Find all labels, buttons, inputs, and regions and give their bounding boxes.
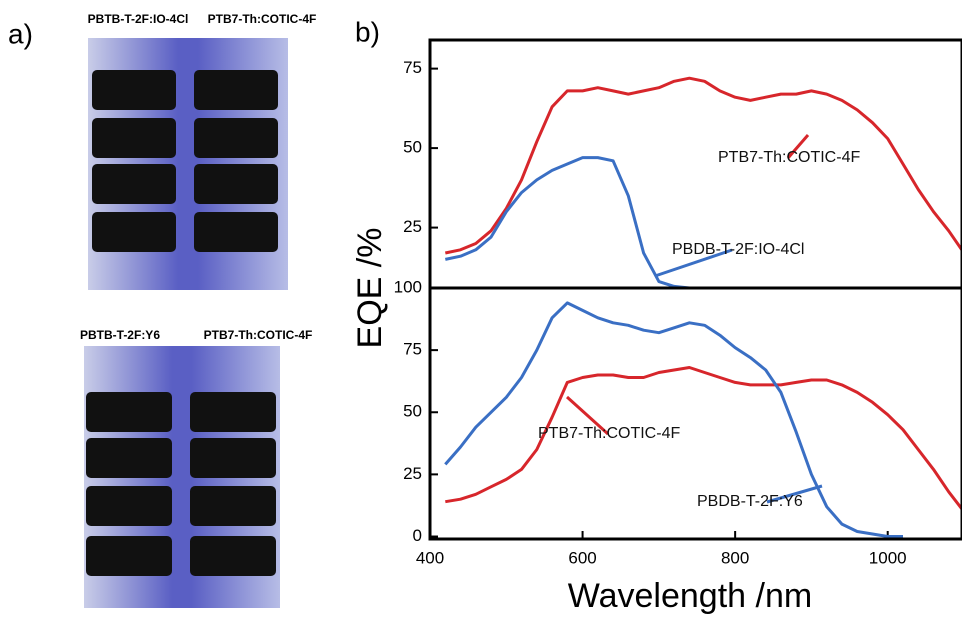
- photo-label: PBTB-T-2F:Y6: [80, 328, 160, 342]
- series-annotation: PBDB-T-2F:Y6: [697, 493, 803, 510]
- y-tick-label: 75: [403, 58, 422, 77]
- series-line: [445, 366, 962, 512]
- x-tick-label: 1000: [869, 548, 907, 567]
- x-tick-label: 800: [721, 548, 749, 567]
- leader-line: [654, 248, 733, 278]
- panel-label: b): [355, 16, 380, 47]
- series-line: [444, 76, 962, 255]
- x-tick-label: 600: [568, 548, 596, 567]
- y-tick-label: 50: [403, 138, 422, 157]
- y-tick-label: 0: [413, 526, 422, 545]
- y-tick-label: 25: [403, 217, 422, 236]
- device-photo: [88, 38, 288, 290]
- leader-line: [766, 484, 823, 504]
- y-axis-label: EQE /%: [351, 228, 389, 349]
- photo-label: PTB7-Th:COTIC-4F: [204, 328, 313, 342]
- y-tick-label: 75: [403, 340, 422, 359]
- photo-label: PBTB-T-2F:IO-4Cl: [88, 12, 189, 26]
- plot-frame: [428, 286, 962, 541]
- x-tick-label: 400: [416, 548, 444, 567]
- device-photo: [84, 346, 280, 608]
- series-line: [444, 301, 903, 538]
- series-annotation: PTB7-Th:COTIC-4F: [718, 149, 860, 166]
- y-tick-label: 50: [403, 402, 422, 421]
- leader-line: [565, 395, 610, 436]
- photo-label: PTB7-Th:COTIC-4F: [208, 12, 317, 26]
- leader-line: [786, 134, 810, 159]
- x-axis-label: Wavelength /nm: [568, 577, 812, 615]
- y-tick-label: 25: [403, 464, 422, 483]
- series-line: [444, 156, 705, 290]
- series-annotation: PBDB-T-2F:IO-4Cl: [672, 241, 804, 258]
- series-annotation: PTB7-Th:COTIC-4F: [538, 425, 680, 442]
- panel-label: a): [8, 18, 33, 49]
- y-tick-label: 100: [394, 277, 422, 296]
